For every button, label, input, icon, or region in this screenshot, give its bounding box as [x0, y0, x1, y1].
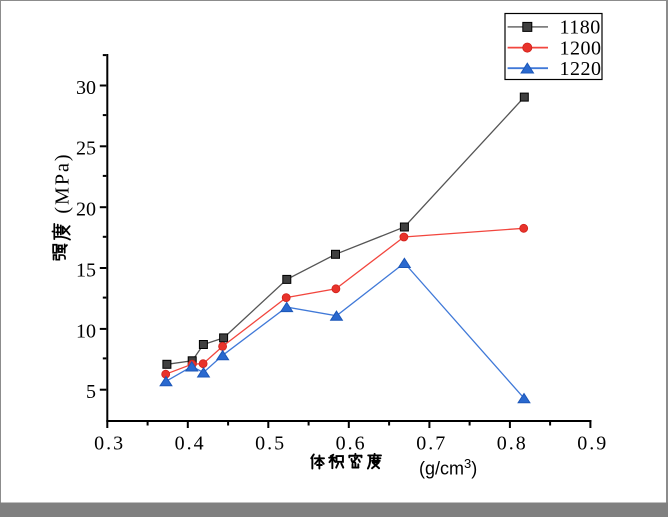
svg-text:0.9: 0.9	[577, 433, 608, 455]
svg-text:0.7: 0.7	[416, 433, 447, 455]
svg-text:(MPa): (MPa)	[51, 152, 73, 213]
svg-text:0.3: 0.3	[94, 433, 125, 455]
svg-text:20: 20	[76, 199, 96, 221]
svg-text:0.8: 0.8	[497, 433, 528, 455]
svg-text:1180: 1180	[560, 17, 601, 39]
svg-text:0.6: 0.6	[336, 433, 367, 455]
svg-text:25: 25	[76, 138, 96, 160]
svg-text:5: 5	[86, 381, 96, 403]
svg-text:15: 15	[76, 259, 96, 281]
svg-text:1220: 1220	[560, 58, 602, 80]
svg-text:0.4: 0.4	[175, 433, 206, 455]
svg-text:(g/cm3): (g/cm3)	[419, 456, 477, 479]
svg-text:0.5: 0.5	[255, 433, 286, 455]
svg-text:10: 10	[76, 320, 96, 342]
svg-text:1200: 1200	[560, 37, 602, 59]
svg-text:30: 30	[76, 77, 96, 99]
